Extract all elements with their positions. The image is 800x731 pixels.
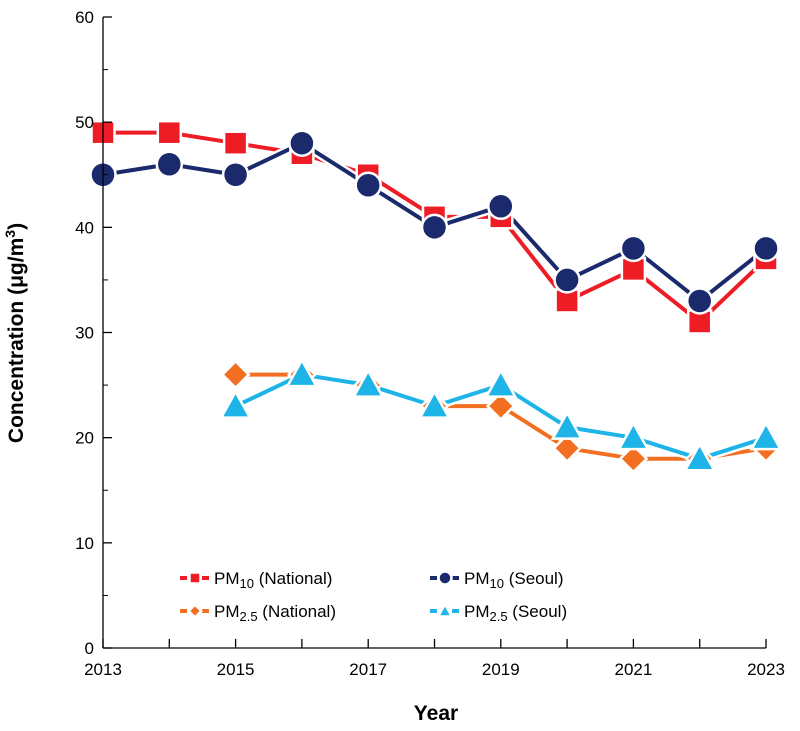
legend-item: PM10 (Seoul) xyxy=(430,569,564,591)
data-point xyxy=(156,119,183,146)
x-tick-label: 2023 xyxy=(747,660,785,679)
data-point xyxy=(418,389,451,419)
data-point xyxy=(484,368,518,398)
legend-label: PM2.5 (Seoul) xyxy=(464,602,567,624)
plot-area xyxy=(89,119,783,474)
data-point xyxy=(220,359,251,390)
data-point xyxy=(155,150,184,178)
y-tick-label: 60 xyxy=(75,8,94,27)
data-point xyxy=(616,420,650,451)
x-axis-title: Year xyxy=(414,702,458,725)
y-tick-label: 0 xyxy=(85,639,94,658)
y-tick-label: 10 xyxy=(75,534,94,553)
data-point xyxy=(685,287,714,315)
y-axis-title-sup: 3 xyxy=(2,230,18,238)
data-point xyxy=(749,420,783,451)
x-tick-label: 2019 xyxy=(482,660,520,679)
data-point xyxy=(354,171,382,200)
y-axis-title-main: Concentration (μg/m xyxy=(5,238,28,443)
data-point xyxy=(550,410,584,440)
y-axis-title-close: ) xyxy=(5,223,28,230)
y-tick-label: 20 xyxy=(75,429,94,448)
legend-marker xyxy=(436,601,454,618)
data-point xyxy=(285,357,319,388)
x-tick-label: 2017 xyxy=(349,660,387,679)
legend-item: PM2.5 (National) xyxy=(180,602,336,624)
data-point xyxy=(288,129,316,157)
legend-marker xyxy=(188,571,202,585)
legend-label: PM10 (Seoul) xyxy=(464,569,564,591)
legend-item: PM2.5 (Seoul) xyxy=(430,601,567,624)
axes: 0 10 20 30 40 50 60 2013 2015 2017 2019 2021 2023 xyxy=(75,8,785,679)
y-tick-label: 40 xyxy=(75,218,94,237)
legend: PM10 (National) PM10 (Seoul) PM2.5 (Nation… xyxy=(180,569,567,624)
legend-label: PM2.5 (National) xyxy=(214,602,336,624)
data-point xyxy=(618,443,649,474)
data-point xyxy=(487,192,515,221)
y-axis-title: Concentration (μg/m3) xyxy=(2,223,28,443)
legend-item: PM10 (National) xyxy=(180,569,332,591)
data-point xyxy=(485,391,516,422)
y-tick-label: 30 xyxy=(75,324,94,343)
data-point xyxy=(552,433,583,464)
x-tick-label: 2013 xyxy=(84,660,122,679)
data-point xyxy=(219,389,253,419)
data-point xyxy=(683,441,717,472)
data-point xyxy=(553,266,581,294)
x-tick-label: 2015 xyxy=(217,660,255,679)
x-tick-label: 2021 xyxy=(614,660,652,679)
data-point xyxy=(221,161,250,189)
legend-marker xyxy=(437,570,453,586)
data-point xyxy=(420,213,449,242)
legend-label: PM10 (National) xyxy=(214,569,332,591)
legend-marker xyxy=(186,602,204,620)
data-point xyxy=(619,234,648,263)
data-point xyxy=(351,368,385,398)
data-point xyxy=(752,234,780,263)
data-point xyxy=(222,130,249,156)
y-tick-label: 50 xyxy=(75,113,94,132)
